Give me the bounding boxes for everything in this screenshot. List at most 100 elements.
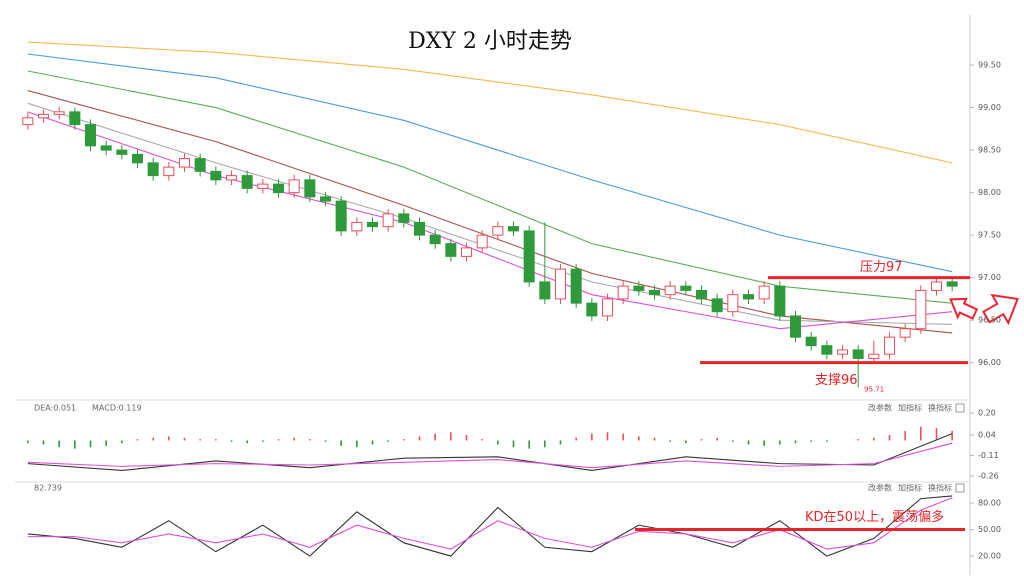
macd-bar — [669, 440, 671, 442]
candle-body — [194, 158, 206, 172]
candle-body — [319, 196, 332, 202]
y-tick-label: 0.04 — [978, 431, 996, 440]
candle-body — [445, 243, 457, 257]
macd-bar — [920, 426, 922, 441]
candle-body — [335, 200, 347, 232]
candle-body — [774, 285, 786, 317]
macd-bar — [716, 437, 718, 441]
macd-bar — [434, 433, 436, 441]
macd-bar — [591, 433, 593, 441]
annotation-label: 压力97 — [860, 260, 903, 275]
macd-bar — [810, 440, 812, 442]
candle-body — [633, 285, 645, 291]
macd-bar — [622, 433, 624, 441]
y-tick-label: 96.50 — [978, 316, 1001, 325]
indicator-value: MACD:0.119 — [92, 404, 142, 413]
candle-body — [539, 281, 551, 300]
candle-body — [821, 345, 833, 355]
candle-body — [304, 179, 316, 198]
macd-bar — [497, 440, 499, 445]
candle-body — [429, 234, 441, 245]
candle-body — [836, 349, 849, 355]
candle-body — [507, 226, 520, 232]
macd-bar — [324, 440, 327, 442]
candle-body — [351, 221, 363, 232]
macd-bar — [575, 437, 577, 441]
macd-bar — [779, 440, 781, 445]
candle-body — [586, 302, 598, 317]
macd-bar — [450, 432, 452, 441]
indicator-line — [27, 495, 953, 557]
candle-body — [617, 285, 629, 300]
macd-bar — [215, 439, 217, 441]
arrow — [949, 297, 979, 320]
y-tick-label: 97.50 — [978, 231, 1001, 240]
candle-body — [100, 145, 112, 151]
y-tick-label: 98.00 — [978, 188, 1001, 197]
candle-body — [664, 285, 676, 296]
macd-bar — [74, 440, 76, 449]
candle-body — [523, 230, 535, 283]
candle-body — [288, 179, 300, 194]
macd-bar — [653, 437, 656, 441]
candle-body — [711, 298, 723, 313]
candle-body — [147, 162, 159, 177]
macd-bar — [873, 437, 875, 441]
macd-bar — [528, 440, 530, 449]
candle-body — [852, 349, 864, 359]
candle-body — [84, 124, 97, 147]
indicator-button[interactable]: 改参数 — [868, 403, 892, 413]
close-button[interactable] — [955, 403, 965, 413]
annotation-label: KD在50以上，震荡偏多 — [805, 509, 944, 525]
indicator-button[interactable]: 加指标 — [898, 483, 922, 493]
annotation-label: 支撑96 — [815, 373, 858, 388]
macd-bar — [277, 439, 280, 441]
candle-body — [210, 170, 222, 181]
close-button[interactable] — [955, 483, 965, 493]
indicator-line — [27, 102, 953, 325]
macd-bar — [638, 436, 640, 441]
macd-bar — [544, 440, 546, 448]
macd-bar — [293, 437, 295, 441]
macd-bar — [371, 440, 374, 445]
indicator-button[interactable]: 改参数 — [868, 483, 892, 493]
macd-bar — [403, 439, 405, 441]
candle-body — [805, 336, 817, 347]
candle-body — [758, 285, 770, 300]
low-label: 95.71 — [864, 385, 884, 393]
candle-body — [116, 149, 128, 155]
y-tick-label: 80.00 — [978, 499, 1001, 508]
candle-body — [257, 183, 269, 189]
macd-bar — [183, 437, 186, 441]
macd-bar — [136, 439, 139, 441]
macd-bar — [888, 435, 891, 441]
candle-body — [554, 268, 567, 300]
arrow — [982, 293, 1019, 326]
y-tick-label: 20.00 — [978, 552, 1001, 561]
macd-bar — [27, 440, 29, 444]
y-tick-label: -0.11 — [978, 451, 999, 460]
indicator-button[interactable]: 换指标 — [928, 483, 952, 493]
candle-body — [413, 221, 426, 236]
macd-bar — [935, 428, 938, 441]
candle-body — [492, 226, 504, 236]
macd-bar — [121, 440, 123, 444]
indicator-button[interactable]: 换指标 — [928, 403, 952, 413]
candle-body — [398, 213, 410, 223]
macd-bar — [418, 436, 421, 441]
y-tick-label: 0.20 — [978, 409, 996, 418]
macd-bar — [826, 440, 828, 442]
indicator-button[interactable]: 加指标 — [898, 403, 922, 413]
candle-body — [37, 113, 50, 119]
candle-body — [460, 247, 473, 257]
candle-body — [899, 328, 911, 338]
macd-bar — [262, 440, 264, 442]
macd-bar — [606, 432, 609, 441]
chart-title: DXY 2 小时走势 — [408, 29, 572, 54]
candle-body — [868, 353, 880, 359]
indicator-value: 82.739 — [34, 484, 62, 493]
macd-bar — [732, 440, 734, 442]
